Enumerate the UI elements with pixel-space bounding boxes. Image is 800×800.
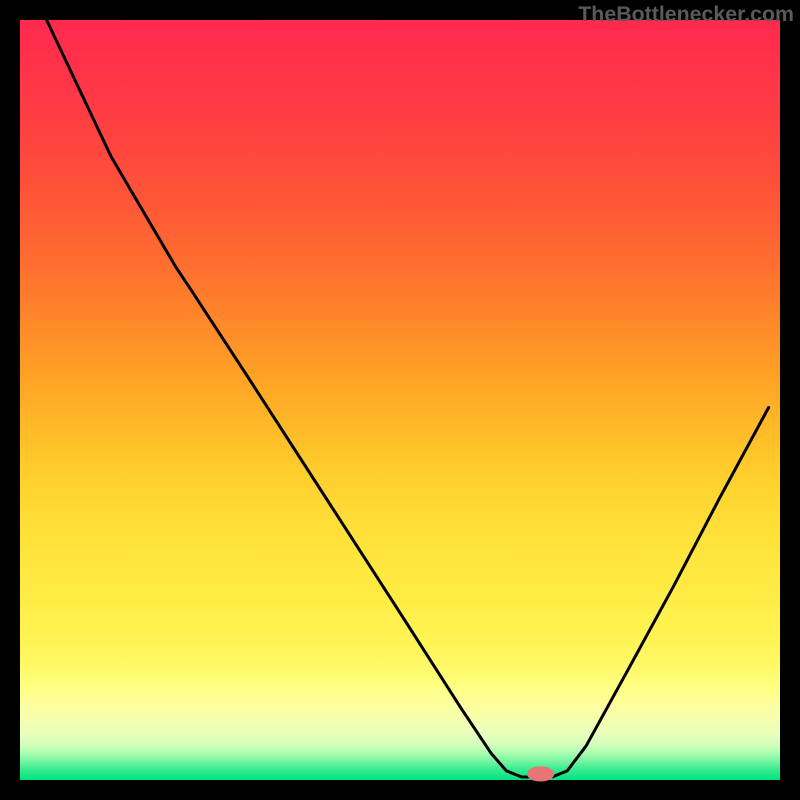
optimal-marker bbox=[527, 766, 554, 781]
chart-container: TheBottlenecker.com bbox=[0, 0, 800, 800]
chart-plot-background bbox=[20, 20, 780, 780]
bottleneck-chart bbox=[0, 0, 800, 800]
